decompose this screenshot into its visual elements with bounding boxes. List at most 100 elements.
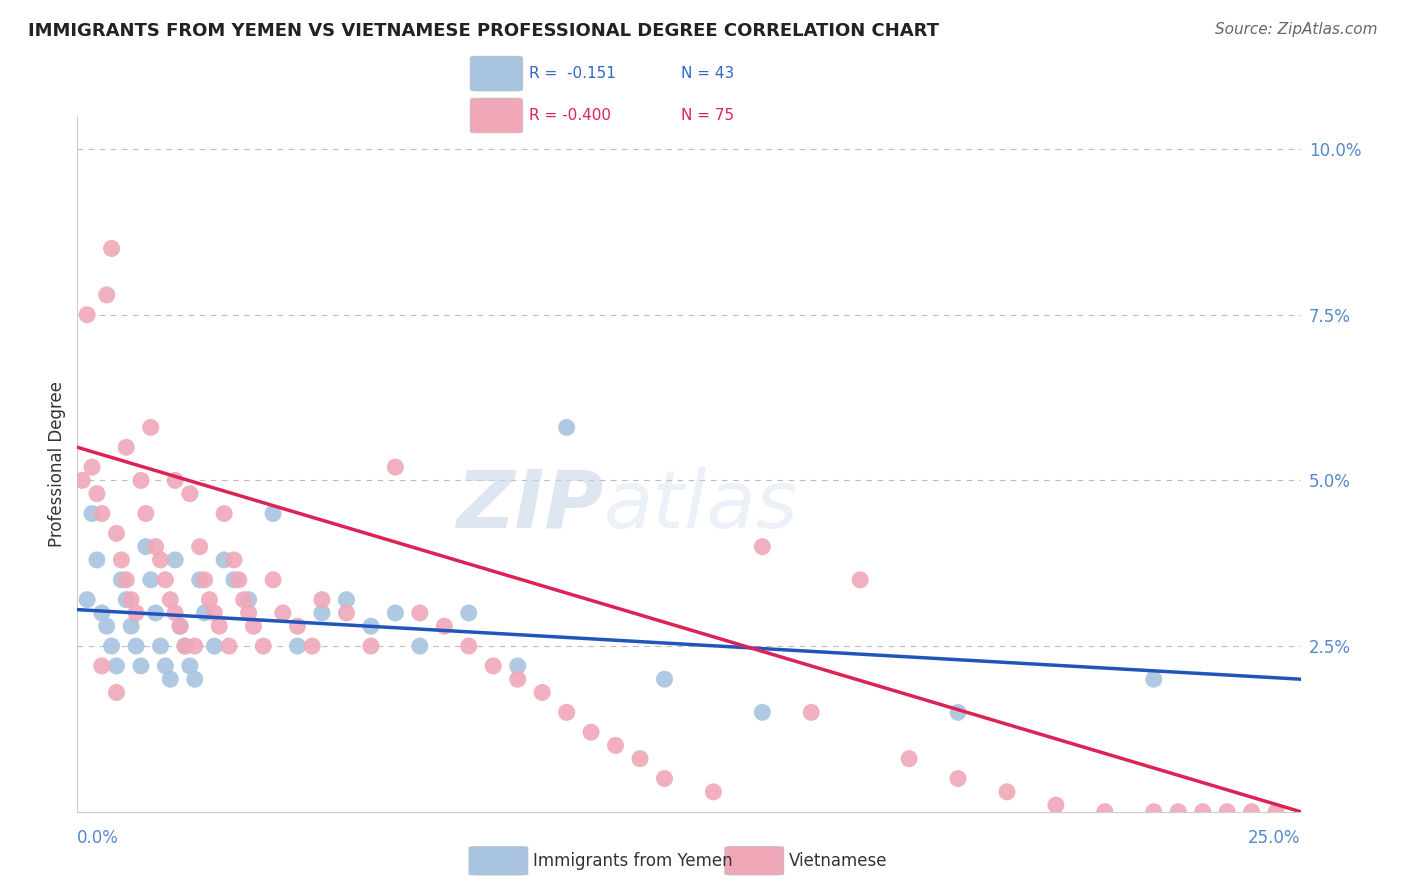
Point <box>212 507 235 521</box>
Text: Immigrants from Yemen: Immigrants from Yemen <box>533 852 733 870</box>
Point <box>751 706 773 720</box>
Point <box>1191 805 1213 819</box>
Point <box>155 659 177 673</box>
Point <box>384 460 406 475</box>
Point <box>159 672 181 686</box>
Point <box>96 288 118 302</box>
Point <box>188 573 211 587</box>
Point <box>360 619 382 633</box>
Point <box>135 540 157 554</box>
Point <box>165 553 187 567</box>
Point <box>1167 805 1189 819</box>
Point <box>409 606 432 620</box>
Point <box>100 242 122 256</box>
Point <box>198 592 221 607</box>
Text: N = 75: N = 75 <box>681 108 734 123</box>
Point <box>262 573 284 587</box>
Point <box>238 606 260 620</box>
Point <box>105 659 128 673</box>
Point <box>120 619 142 633</box>
Point <box>271 606 294 620</box>
Point <box>110 573 132 587</box>
Text: R =  -0.151: R = -0.151 <box>529 66 616 81</box>
Point <box>1265 805 1288 819</box>
Point <box>482 659 505 673</box>
Text: IMMIGRANTS FROM YEMEN VS VIETNAMESE PROFESSIONAL DEGREE CORRELATION CHART: IMMIGRANTS FROM YEMEN VS VIETNAMESE PROF… <box>28 22 939 40</box>
Point <box>100 639 122 653</box>
Point <box>149 553 172 567</box>
Point <box>135 507 157 521</box>
Point <box>301 639 323 653</box>
Point <box>252 639 274 653</box>
Point <box>335 592 357 607</box>
Point <box>605 739 627 753</box>
Point <box>1045 798 1067 813</box>
Point <box>654 772 676 786</box>
Point <box>457 639 479 653</box>
Point <box>433 619 456 633</box>
Point <box>222 573 245 587</box>
FancyBboxPatch shape <box>725 847 785 875</box>
Text: N = 43: N = 43 <box>681 66 734 81</box>
Text: Vietnamese: Vietnamese <box>789 852 887 870</box>
Point <box>1216 805 1239 819</box>
Point <box>165 606 187 620</box>
Text: atlas: atlas <box>603 467 799 545</box>
Point <box>360 639 382 653</box>
Point <box>262 507 284 521</box>
Point <box>946 706 969 720</box>
Point <box>70 474 93 488</box>
Point <box>169 619 191 633</box>
Point <box>149 639 172 653</box>
Point <box>110 553 132 567</box>
Point <box>80 460 103 475</box>
Point <box>849 573 872 587</box>
Point <box>105 526 128 541</box>
Point <box>86 486 108 500</box>
Point <box>242 619 264 633</box>
Point <box>80 507 103 521</box>
Text: ZIP: ZIP <box>456 467 603 545</box>
Point <box>555 706 578 720</box>
Point <box>995 785 1018 799</box>
FancyBboxPatch shape <box>470 98 523 133</box>
Point <box>188 540 211 554</box>
Point <box>238 592 260 607</box>
Point <box>179 486 201 500</box>
Point <box>506 659 529 673</box>
Point <box>115 440 138 454</box>
Point <box>232 592 254 607</box>
Point <box>628 752 651 766</box>
Point <box>76 592 98 607</box>
Point <box>179 659 201 673</box>
Point <box>531 685 554 699</box>
Point <box>120 592 142 607</box>
Point <box>1094 805 1116 819</box>
Point <box>228 573 250 587</box>
Point <box>76 308 98 322</box>
Point <box>165 474 187 488</box>
Point <box>202 606 225 620</box>
Point <box>125 606 148 620</box>
Point <box>90 659 112 673</box>
Point <box>86 553 108 567</box>
Point <box>1143 672 1166 686</box>
Point <box>208 619 231 633</box>
Point <box>506 672 529 686</box>
Point <box>1143 805 1166 819</box>
Text: 0.0%: 0.0% <box>77 829 120 847</box>
Point <box>202 639 225 653</box>
Point <box>145 606 167 620</box>
Point <box>184 672 207 686</box>
Point <box>579 725 602 739</box>
Point <box>184 639 207 653</box>
Text: R = -0.400: R = -0.400 <box>529 108 612 123</box>
Point <box>384 606 406 620</box>
Point <box>946 772 969 786</box>
FancyBboxPatch shape <box>470 56 523 91</box>
Point <box>145 540 167 554</box>
Point <box>105 685 128 699</box>
Point <box>193 573 215 587</box>
Point <box>457 606 479 620</box>
Point <box>129 659 152 673</box>
